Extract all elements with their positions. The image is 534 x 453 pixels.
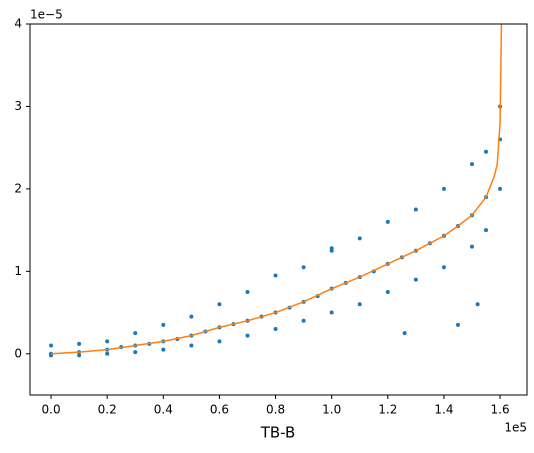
point	[217, 339, 222, 344]
point	[301, 265, 306, 270]
point	[413, 207, 418, 212]
point	[189, 343, 194, 348]
x-tick-label: 0.8	[266, 403, 285, 417]
point	[413, 277, 418, 282]
point	[273, 327, 278, 332]
point	[49, 343, 54, 348]
point	[484, 149, 489, 154]
point	[161, 322, 166, 327]
x-tick-label: 0.6	[210, 403, 229, 417]
point	[161, 347, 166, 352]
point	[357, 302, 362, 307]
y-tick-label: 3	[14, 99, 22, 113]
point	[402, 331, 407, 336]
point	[469, 244, 474, 249]
point	[301, 318, 306, 323]
point	[385, 219, 390, 224]
point	[189, 314, 194, 319]
y-tick-label: 1	[14, 264, 22, 278]
point	[77, 353, 82, 358]
x-tick-label: 0.0	[42, 403, 61, 417]
x-tick-label: 0.4	[154, 403, 173, 417]
point	[455, 322, 460, 327]
point	[441, 265, 446, 270]
point	[329, 310, 334, 315]
x-tick-label: 1.4	[434, 403, 453, 417]
point	[357, 236, 362, 241]
point	[217, 302, 222, 307]
plot-frame	[29, 23, 528, 396]
x-tick-label: 1.6	[491, 403, 510, 417]
x-tick-label: 1.0	[322, 403, 341, 417]
y-tick-label: 2	[14, 181, 22, 195]
point	[133, 350, 138, 355]
point	[385, 289, 390, 294]
x-axis-label: TB-B	[260, 424, 296, 442]
point	[475, 302, 480, 307]
point	[245, 333, 250, 338]
y-tick-label: 4	[14, 17, 22, 31]
point	[329, 246, 334, 251]
plot-area	[30, 24, 527, 395]
point	[105, 351, 110, 356]
point	[469, 162, 474, 167]
point	[484, 228, 489, 233]
point	[133, 331, 138, 336]
y-tick-label: 0	[14, 346, 22, 360]
point	[105, 339, 110, 344]
y-offset-text: 1e−5	[30, 8, 63, 22]
x-offset-text: 1e5	[504, 421, 527, 435]
x-tick-label: 1.2	[378, 403, 397, 417]
point	[273, 273, 278, 278]
point	[77, 341, 82, 346]
point	[498, 186, 503, 191]
point	[441, 186, 446, 191]
x-tick-label: 0.2	[98, 403, 117, 417]
fit-line	[51, 24, 503, 355]
point	[245, 289, 250, 294]
